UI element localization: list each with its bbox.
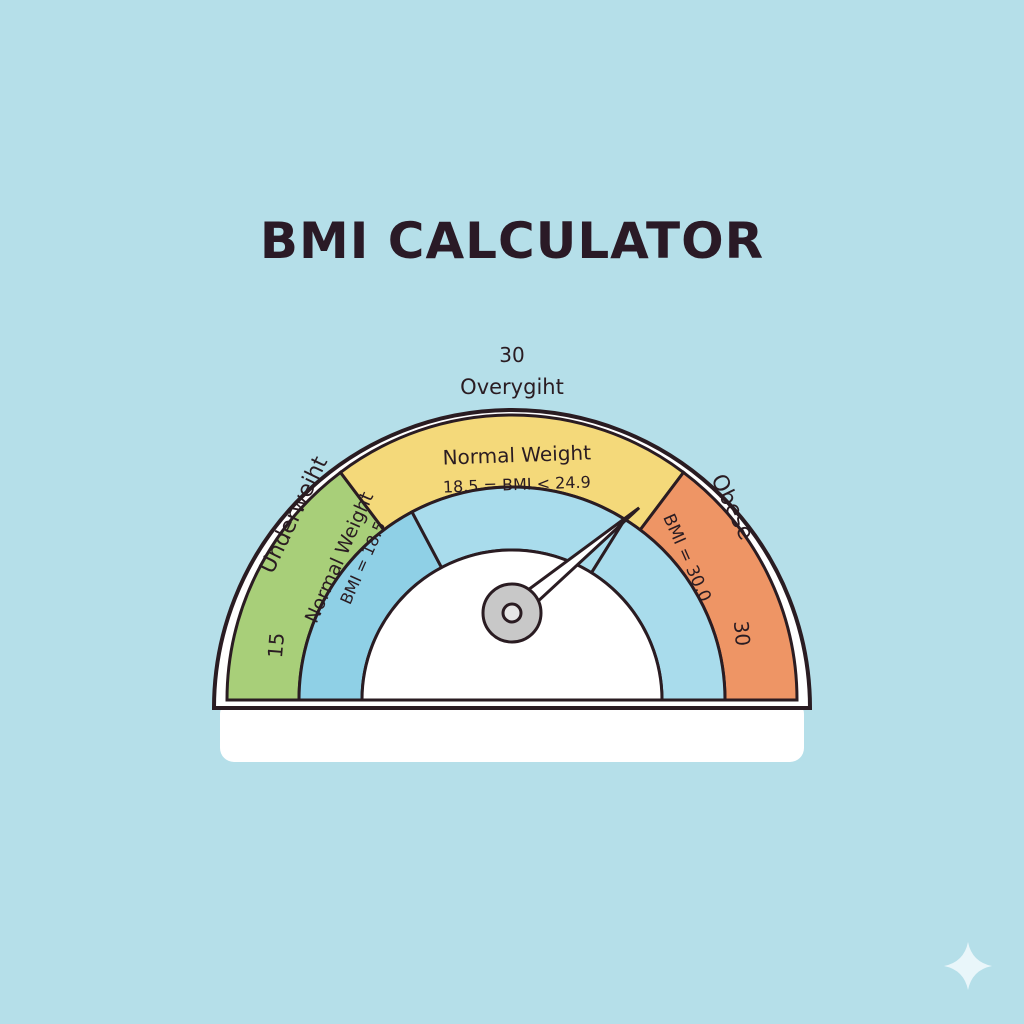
needle-hub-center (501, 602, 523, 624)
scale-label-left: 15 (263, 632, 289, 659)
normal-weight-label: Normal Weight (442, 440, 591, 469)
sparkle-icon (944, 942, 992, 990)
overweight-label: Overygiht (460, 375, 564, 399)
gauge-base (220, 700, 804, 762)
page-title: BMI CALCULATOR (259, 212, 765, 270)
scale-label-right: 30 (729, 620, 755, 647)
scale-label-top: 30 (499, 343, 524, 367)
